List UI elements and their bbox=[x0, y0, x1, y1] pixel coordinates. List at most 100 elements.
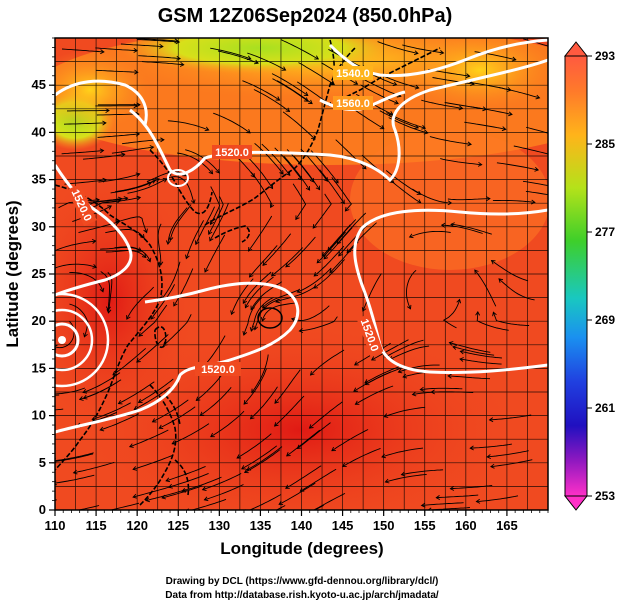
streamline bbox=[98, 196, 141, 205]
credit-line-1: Drawing by DCL (https://www.gfd-dennou.o… bbox=[166, 576, 439, 587]
streamline-arrowhead bbox=[383, 413, 389, 418]
streamline bbox=[204, 484, 244, 501]
streamline bbox=[204, 234, 226, 273]
streamline-arrowhead bbox=[99, 426, 105, 432]
streamline bbox=[173, 268, 194, 307]
streamline-arrowhead bbox=[22, 406, 26, 410]
streamline-arrowhead bbox=[158, 261, 164, 266]
streamline bbox=[489, 414, 532, 421]
streamline bbox=[208, 196, 224, 235]
streamline-arrowhead bbox=[128, 443, 134, 448]
streamline-arrowhead bbox=[447, 373, 452, 379]
streamline-arrowhead bbox=[308, 424, 314, 429]
streamline bbox=[163, 314, 192, 346]
streamline-arrowhead bbox=[208, 230, 213, 235]
streamline-arrowhead bbox=[469, 445, 474, 451]
streamline-arrowhead bbox=[303, 91, 309, 96]
streamline-arrowhead bbox=[269, 203, 275, 209]
streamline bbox=[440, 158, 482, 166]
streamline-arrowhead bbox=[511, 56, 517, 62]
streamline bbox=[136, 38, 179, 42]
streamline-arrowhead bbox=[310, 135, 316, 140]
coastline-asia bbox=[55, 184, 163, 471]
streamline-arrowhead bbox=[315, 185, 321, 191]
streamline bbox=[292, 183, 307, 220]
streamline-arrowhead bbox=[100, 49, 105, 55]
streamline-arrowhead bbox=[194, 240, 200, 246]
streamline-arrowhead bbox=[477, 161, 483, 167]
streamline bbox=[496, 162, 539, 171]
streamline bbox=[82, 153, 125, 160]
streamline-arrowhead bbox=[18, 388, 22, 392]
streamline-arrowhead bbox=[159, 516, 163, 520]
colorbar-tick-label: 277 bbox=[595, 225, 615, 239]
streamline bbox=[313, 259, 345, 289]
streamline-arrowhead bbox=[295, 215, 300, 221]
streamline bbox=[327, 219, 357, 252]
streamline bbox=[251, 354, 269, 393]
streamline bbox=[280, 39, 319, 60]
x-tick-label: 150 bbox=[373, 518, 395, 533]
streamline-arrowhead bbox=[561, 186, 565, 190]
streamline bbox=[379, 110, 419, 129]
credit-line-2: Data from http://database.rish.kyoto-u.a… bbox=[165, 590, 439, 601]
streamline-arrowhead bbox=[364, 379, 369, 384]
streamline bbox=[115, 216, 148, 233]
y-tick-label: 5 bbox=[39, 455, 46, 470]
streamline-arrowhead bbox=[419, 386, 425, 392]
coastline-sakhalin bbox=[329, 39, 335, 86]
streamline bbox=[278, 482, 316, 505]
contour-1520-north bbox=[129, 58, 548, 183]
x-tick-label: 155 bbox=[414, 518, 436, 533]
streamline-arrowhead bbox=[249, 414, 255, 420]
streamline bbox=[250, 297, 274, 332]
streamline bbox=[388, 117, 428, 134]
streamline bbox=[460, 350, 502, 359]
streamline-arrowhead bbox=[285, 171, 291, 176]
streamline bbox=[291, 305, 330, 321]
streamline bbox=[421, 502, 464, 506]
streamline bbox=[384, 339, 424, 358]
streamline bbox=[159, 406, 196, 429]
streamline-arrowhead bbox=[204, 267, 209, 273]
streamline-arrowhead bbox=[508, 111, 513, 117]
streamline bbox=[200, 387, 232, 416]
streamline bbox=[73, 461, 115, 474]
streamline-arrowhead bbox=[486, 196, 491, 202]
streamline bbox=[250, 171, 273, 208]
streamline-arrowhead bbox=[421, 124, 427, 130]
streamline bbox=[490, 459, 533, 468]
streamline bbox=[243, 368, 267, 405]
streamline bbox=[298, 62, 335, 85]
streamline bbox=[459, 358, 502, 365]
streamline bbox=[245, 276, 274, 308]
streamline bbox=[362, 78, 401, 97]
coastline-mindanao bbox=[174, 459, 190, 496]
streamline bbox=[355, 385, 394, 405]
colorbar-tick-label: 285 bbox=[595, 137, 615, 151]
streamline bbox=[491, 260, 529, 282]
streamline-arrowhead bbox=[262, 261, 268, 266]
y-tick-label: 35 bbox=[32, 172, 46, 187]
streamline bbox=[141, 61, 184, 66]
streamline bbox=[421, 99, 463, 109]
streamline bbox=[136, 334, 169, 363]
streamline-arrowhead bbox=[44, 392, 48, 396]
streamline-arrowhead bbox=[160, 137, 165, 143]
lat-lon-grid bbox=[55, 38, 548, 510]
streamline bbox=[138, 378, 174, 403]
streamline bbox=[248, 494, 282, 510]
x-tick-label: 135 bbox=[250, 518, 272, 533]
streamline-arrowhead bbox=[560, 48, 564, 52]
streamline-arrowhead bbox=[168, 236, 174, 242]
streamline-arrowhead bbox=[551, 153, 555, 157]
streamline-arrowhead bbox=[242, 330, 248, 336]
streamline-arrowhead bbox=[134, 69, 139, 75]
y-axis-ticks: 0 5 10 15 20 25 30 35 40 45 bbox=[32, 37, 55, 517]
streamline bbox=[272, 78, 309, 102]
streamline-arrowhead bbox=[173, 301, 178, 307]
streamline-arrowhead bbox=[408, 233, 414, 239]
streamline bbox=[157, 223, 162, 266]
streamline bbox=[98, 173, 140, 183]
y-tick-label: 40 bbox=[32, 124, 46, 139]
